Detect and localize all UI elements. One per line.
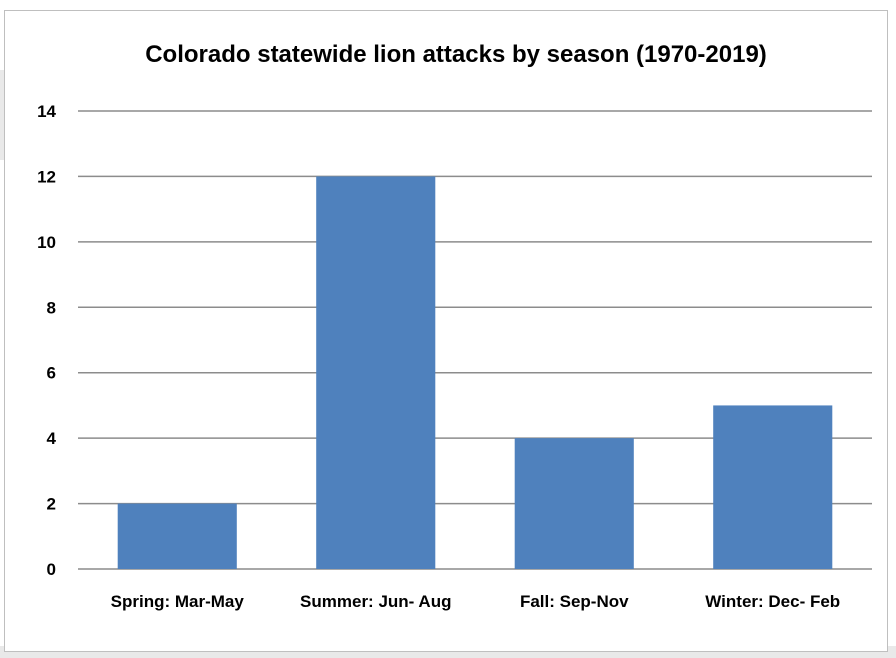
x-category-label: Summer: Jun- Aug (300, 592, 451, 611)
bar-1 (117, 503, 237, 569)
y-tick-label: 14 (37, 102, 56, 121)
x-axis-category-labels: Spring: Mar-May Summer: Jun- Aug Fall: Sep… (111, 592, 841, 611)
bars (117, 176, 833, 569)
y-tick-label: 2 (47, 495, 56, 514)
y-tick-label: 4 (47, 429, 57, 448)
y-tick-label: 12 (37, 167, 56, 186)
bar-4 (713, 405, 833, 569)
y-tick-label: 6 (47, 364, 56, 383)
y-axis-tick-labels: 0 2 4 6 8 10 12 14 (37, 102, 56, 579)
x-category-label: Winter: Dec- Feb (705, 592, 840, 611)
y-tick-label: 8 (47, 298, 56, 317)
y-tick-label: 10 (37, 233, 56, 252)
chart-title: Colorado statewide lion attacks by seaso… (145, 41, 767, 68)
x-category-label: Spring: Mar-May (111, 592, 245, 611)
bar-2 (316, 176, 436, 569)
y-tick-label: 0 (47, 560, 56, 579)
x-category-label: Fall: Sep-Nov (520, 592, 629, 611)
bar-3 (514, 438, 634, 569)
